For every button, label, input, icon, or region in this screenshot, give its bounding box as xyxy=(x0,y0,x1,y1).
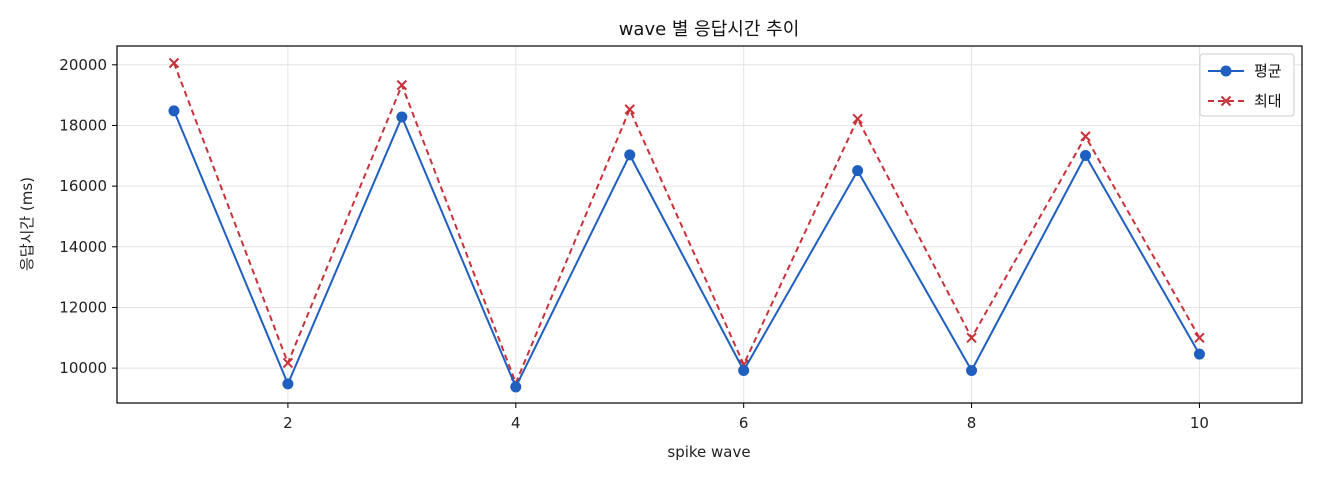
data-point-marker xyxy=(624,104,635,115)
data-point-marker xyxy=(282,378,294,390)
data-point-marker xyxy=(510,381,522,393)
data-point-marker xyxy=(852,113,863,125)
y-tick-label: 10000 xyxy=(59,359,107,377)
data-point-marker xyxy=(966,332,977,343)
y-axis-label: 응답시간 (ms) xyxy=(18,177,36,271)
legend-marker xyxy=(1220,65,1232,77)
legend-label: 평균 xyxy=(1254,62,1282,80)
data-point-marker xyxy=(168,57,180,69)
x-tick-label: 8 xyxy=(967,414,977,432)
data-point-marker xyxy=(1194,332,1205,343)
axis-ticks: 2 4 6 8 10 10000 12000 14000 16000 18000 20000 xyxy=(59,56,1209,432)
legend-label: 최대 xyxy=(1254,92,1282,110)
y-tick-label: 16000 xyxy=(59,177,107,195)
data-point-marker xyxy=(1080,131,1091,142)
series-line xyxy=(173,62,1201,384)
series-line xyxy=(173,110,1201,388)
data-point-marker xyxy=(624,149,636,161)
x-tick-label: 10 xyxy=(1190,414,1209,432)
data-point-marker xyxy=(966,365,978,377)
y-tick-label: 14000 xyxy=(59,238,107,256)
x-tick-label: 6 xyxy=(739,414,749,432)
plot-frame xyxy=(116,45,1303,404)
x-tick-label: 4 xyxy=(511,414,521,432)
data-point-marker xyxy=(1080,149,1092,161)
series-group xyxy=(168,57,1205,393)
data-point-marker xyxy=(282,357,294,369)
data-point-marker xyxy=(168,105,180,117)
series-0 xyxy=(168,105,1205,393)
data-point-marker xyxy=(396,111,408,123)
data-point-marker xyxy=(738,365,750,377)
y-tick-label: 20000 xyxy=(59,56,107,74)
y-tick-label: 12000 xyxy=(59,298,107,316)
data-point-marker xyxy=(1193,348,1205,360)
legend-marker xyxy=(1220,95,1232,107)
chart-title: wave 별 응답시간 추이 xyxy=(619,19,800,40)
data-point-marker xyxy=(396,79,408,91)
data-point-marker xyxy=(852,165,864,177)
x-axis-label: spike wave xyxy=(667,443,750,461)
y-tick-label: 18000 xyxy=(59,116,107,134)
x-tick-label: 2 xyxy=(283,414,293,432)
